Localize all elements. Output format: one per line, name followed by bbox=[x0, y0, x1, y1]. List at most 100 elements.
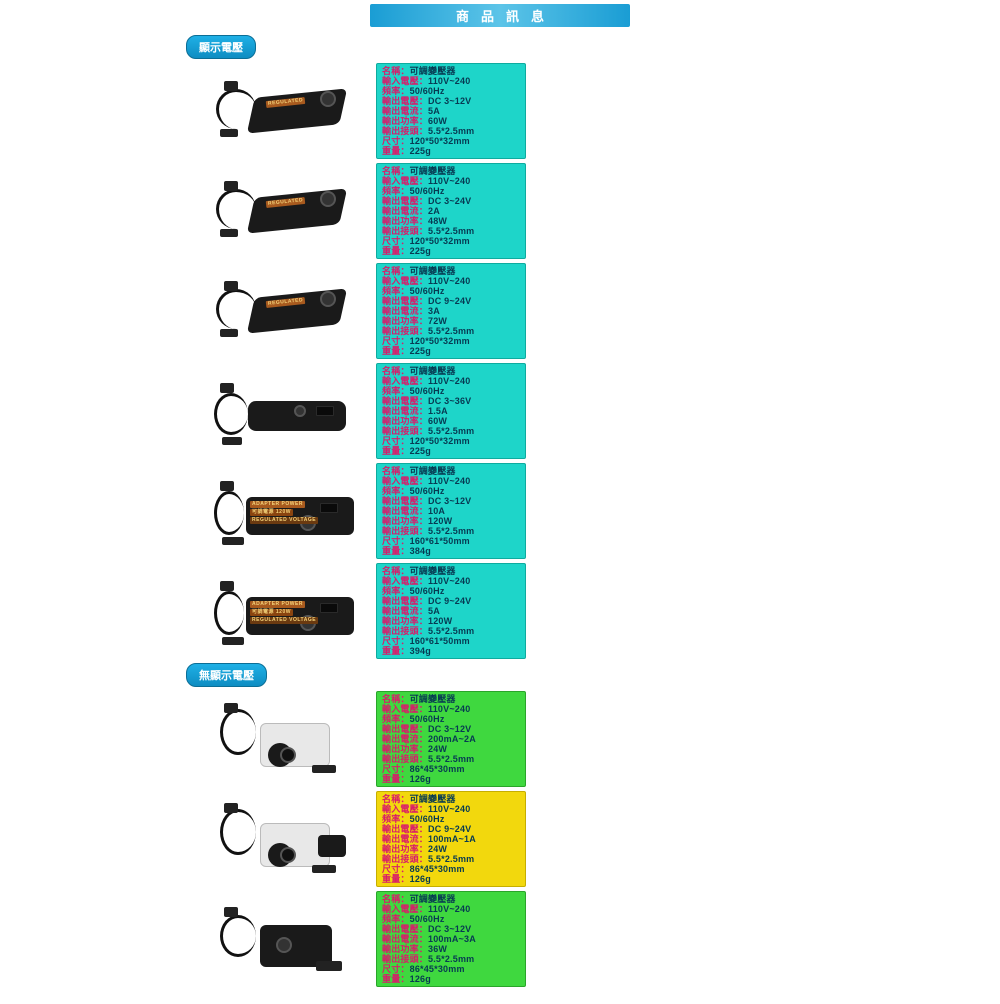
spec-label: 頻率： bbox=[382, 486, 410, 496]
spec-label: 輸出接頭： bbox=[382, 954, 428, 964]
spec-line: 重量：126g bbox=[382, 774, 520, 784]
section-heading: 無顯示電壓 bbox=[186, 663, 267, 687]
product-row: ADAPTER POWER可調電源 120WREGULATED VOLTAGE名… bbox=[210, 461, 820, 561]
product-photo: ADAPTER POWER可調電源 120WREGULATED VOLTAGE bbox=[220, 471, 360, 551]
spec-value: 5A bbox=[428, 106, 440, 116]
spec-value: 10A bbox=[428, 506, 445, 516]
product-photo bbox=[220, 799, 360, 879]
spec-value: 60W bbox=[428, 416, 447, 426]
product-image-cell bbox=[210, 691, 370, 787]
spec-line: 輸入電壓：110V~240 bbox=[382, 476, 520, 486]
spec-line: 頻率：50/60Hz bbox=[382, 86, 520, 96]
spec-label: 名稱： bbox=[382, 266, 410, 276]
spec-label: 輸出功率： bbox=[382, 516, 428, 526]
spec-value: DC 9~24V bbox=[428, 296, 471, 306]
spec-value: 5.5*2.5mm bbox=[428, 426, 474, 436]
spec-value: 225g bbox=[410, 446, 431, 456]
spec-line: 重量：225g bbox=[382, 246, 520, 256]
spec-label: 輸出功率： bbox=[382, 616, 428, 626]
spec-line: 輸出功率：24W bbox=[382, 844, 520, 854]
spec-line: 輸出接頭：5.5*2.5mm bbox=[382, 426, 520, 436]
spec-value: 110V~240 bbox=[428, 376, 470, 386]
spec-value: 72W bbox=[428, 316, 447, 326]
spec-value: 60W bbox=[428, 116, 447, 126]
spec-line: 尺寸：160*61*50mm bbox=[382, 536, 520, 546]
spec-value: 可調變壓器 bbox=[410, 466, 456, 476]
spec-label: 輸出電流： bbox=[382, 606, 428, 616]
spec-line: 輸出電流：1.5A bbox=[382, 406, 520, 416]
spec-value: 50/60Hz bbox=[410, 86, 445, 96]
spec-line: 輸出電流：5A bbox=[382, 106, 520, 116]
spec-line: 重量：126g bbox=[382, 974, 520, 984]
spec-label: 重量： bbox=[382, 346, 410, 356]
spec-line: 輸出電流：5A bbox=[382, 606, 520, 616]
spec-value: 384g bbox=[410, 546, 431, 556]
spec-value: 394g bbox=[410, 646, 431, 656]
spec-value: 1.5A bbox=[428, 406, 448, 416]
spec-value: DC 3~12V bbox=[428, 924, 471, 934]
spec-line: 輸出接頭：5.5*2.5mm bbox=[382, 854, 520, 864]
product-image-cell: REGULATED bbox=[210, 63, 370, 159]
spec-value: 110V~240 bbox=[428, 176, 470, 186]
spec-label: 輸出接頭： bbox=[382, 226, 428, 236]
spec-line: 尺寸：120*50*32mm bbox=[382, 336, 520, 346]
spec-label: 輸入電壓： bbox=[382, 704, 428, 714]
spec-line: 輸出電壓：DC 3~12V bbox=[382, 496, 520, 506]
spec-label: 輸入電壓： bbox=[382, 576, 428, 586]
spec-value: 50/60Hz bbox=[410, 714, 445, 724]
spec-line: 名稱：可調變壓器 bbox=[382, 466, 520, 476]
spec-label: 尺寸： bbox=[382, 864, 410, 874]
spec-label: 頻率： bbox=[382, 286, 410, 296]
spec-line: 重量：384g bbox=[382, 546, 520, 556]
spec-line: 輸出功率：36W bbox=[382, 944, 520, 954]
spec-line: 輸出功率：120W bbox=[382, 616, 520, 626]
spec-value: 126g bbox=[410, 874, 431, 884]
spec-line: 輸出電壓：DC 3~36V bbox=[382, 396, 520, 406]
spec-line: 輸出功率：120W bbox=[382, 516, 520, 526]
spec-value: 50/60Hz bbox=[410, 286, 445, 296]
spec-line: 頻率：50/60Hz bbox=[382, 286, 520, 296]
spec-label: 名稱： bbox=[382, 794, 410, 804]
product-image-cell bbox=[210, 363, 370, 459]
spec-label: 輸出電流： bbox=[382, 206, 428, 216]
spec-line: 輸出功率：60W bbox=[382, 116, 520, 126]
spec-label: 輸入電壓： bbox=[382, 904, 428, 914]
spec-line: 輸出功率：72W bbox=[382, 316, 520, 326]
spec-box: 名稱：可調變壓器輸入電壓：110V~240頻率：50/60Hz輸出電壓：DC 3… bbox=[376, 891, 526, 987]
spec-value: 可調變壓器 bbox=[410, 66, 456, 76]
product-row: 名稱：可調變壓器輸入電壓：110V~240頻率：50/60Hz輸出電壓：DC 3… bbox=[210, 361, 820, 461]
spec-label: 輸出接頭： bbox=[382, 426, 428, 436]
spec-line: 輸入電壓：110V~240 bbox=[382, 576, 520, 586]
spec-line: 輸出接頭：5.5*2.5mm bbox=[382, 226, 520, 236]
spec-label: 輸出電流： bbox=[382, 934, 428, 944]
spec-line: 輸出電壓：DC 9~24V bbox=[382, 824, 520, 834]
product-row: 名稱：可調變壓器輸入電壓：110V~240頻率：50/60Hz輸出電壓：DC 3… bbox=[210, 689, 820, 789]
spec-line: 輸出電壓：DC 3~12V bbox=[382, 724, 520, 734]
spec-line: 頻率：50/60Hz bbox=[382, 186, 520, 196]
spec-label: 頻率： bbox=[382, 714, 410, 724]
spec-label: 輸出電流： bbox=[382, 734, 428, 744]
spec-line: 輸入電壓：110V~240 bbox=[382, 276, 520, 286]
spec-value: 110V~240 bbox=[428, 76, 470, 86]
spec-value: 126g bbox=[410, 974, 431, 984]
spec-value: 5.5*2.5mm bbox=[428, 526, 474, 536]
spec-label: 輸出功率： bbox=[382, 744, 428, 754]
spec-value: 86*45*30mm bbox=[410, 864, 465, 874]
spec-box: 名稱：可調變壓器輸入電壓：110V~240頻率：50/60Hz輸出電壓：DC 9… bbox=[376, 791, 526, 887]
spec-value: 50/60Hz bbox=[410, 386, 445, 396]
spec-label: 尺寸： bbox=[382, 764, 410, 774]
spec-line: 輸出電流：2A bbox=[382, 206, 520, 216]
spec-box: 名稱：可調變壓器輸入電壓：110V~240頻率：50/60Hz輸出電壓：DC 3… bbox=[376, 463, 526, 559]
product-photo: ADAPTER POWER可調電源 120WREGULATED VOLTAGE bbox=[220, 571, 360, 651]
spec-label: 頻率： bbox=[382, 914, 410, 924]
spec-line: 名稱：可調變壓器 bbox=[382, 794, 520, 804]
spec-label: 尺寸： bbox=[382, 536, 410, 546]
spec-label: 重量： bbox=[382, 546, 410, 556]
spec-value: DC 3~12V bbox=[428, 96, 471, 106]
spec-line: 輸出接頭：5.5*2.5mm bbox=[382, 954, 520, 964]
product-photo bbox=[220, 899, 360, 979]
spec-value: 2A bbox=[428, 206, 440, 216]
spec-line: 輸出電流：100mA~1A bbox=[382, 834, 520, 844]
spec-value: 5.5*2.5mm bbox=[428, 326, 474, 336]
spec-label: 輸入電壓： bbox=[382, 176, 428, 186]
